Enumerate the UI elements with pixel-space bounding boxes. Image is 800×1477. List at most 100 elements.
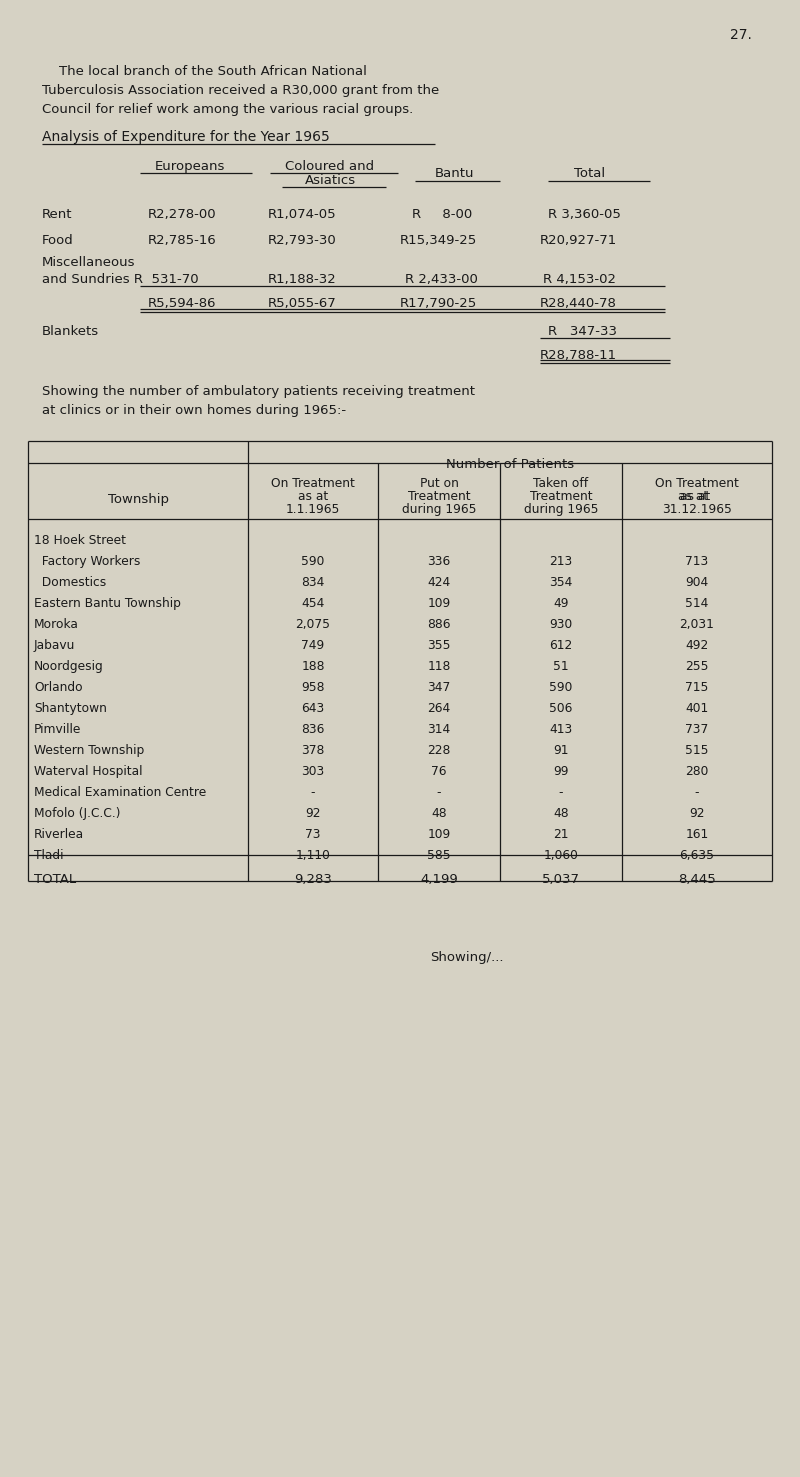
Text: 5,037: 5,037 <box>542 873 580 886</box>
Text: 354: 354 <box>550 576 573 589</box>
Text: Domestics: Domestics <box>34 576 106 589</box>
Text: Bantu: Bantu <box>435 167 474 180</box>
Text: 9,283: 9,283 <box>294 873 332 886</box>
Text: 355: 355 <box>427 640 450 651</box>
Text: 585: 585 <box>427 849 451 863</box>
Text: 49: 49 <box>554 597 569 610</box>
Text: On Treatment: On Treatment <box>271 477 355 490</box>
Text: 1,110: 1,110 <box>295 849 330 863</box>
Text: 280: 280 <box>686 765 709 778</box>
Text: R15,349-25: R15,349-25 <box>400 233 478 247</box>
Text: 454: 454 <box>302 597 325 610</box>
Text: 91: 91 <box>554 744 569 758</box>
Text: R17,790-25: R17,790-25 <box>400 297 478 310</box>
Text: 515: 515 <box>686 744 709 758</box>
Text: R2,793-30: R2,793-30 <box>268 233 337 247</box>
Text: 109: 109 <box>427 829 450 840</box>
Text: 737: 737 <box>686 724 709 736</box>
Text: 347: 347 <box>427 681 450 694</box>
Text: Moroka: Moroka <box>34 617 79 631</box>
Text: 6,635: 6,635 <box>679 849 714 863</box>
Text: Pimville: Pimville <box>34 724 82 736</box>
Text: R1,188-32: R1,188-32 <box>268 273 337 287</box>
Text: 76: 76 <box>431 765 446 778</box>
Text: Council for relief work among the various racial groups.: Council for relief work among the variou… <box>42 103 414 117</box>
Text: 958: 958 <box>302 681 325 694</box>
Text: 713: 713 <box>686 555 709 569</box>
Text: TOTAL: TOTAL <box>34 873 76 886</box>
Text: 21: 21 <box>554 829 569 840</box>
Text: Western Township: Western Township <box>34 744 144 758</box>
Text: 836: 836 <box>302 724 325 736</box>
Text: R2,278-00: R2,278-00 <box>148 208 217 222</box>
Text: On Treatment: On Treatment <box>655 477 739 490</box>
Text: Number of Patients: Number of Patients <box>446 458 574 471</box>
Text: 48: 48 <box>431 806 447 820</box>
Text: 612: 612 <box>550 640 573 651</box>
Text: R 4,153-02: R 4,153-02 <box>543 273 616 287</box>
Text: 1.1.1965: 1.1.1965 <box>286 504 340 515</box>
Text: 92: 92 <box>306 806 321 820</box>
Text: 2,075: 2,075 <box>295 617 330 631</box>
Text: 749: 749 <box>302 640 325 651</box>
Text: 27.: 27. <box>730 28 752 41</box>
Text: Europeans: Europeans <box>155 160 225 173</box>
Text: Miscellaneous: Miscellaneous <box>42 256 135 269</box>
Text: as at: as at <box>678 490 716 504</box>
Text: 886: 886 <box>427 617 450 631</box>
Text: 401: 401 <box>686 702 709 715</box>
Text: 424: 424 <box>427 576 450 589</box>
Text: R     8-00: R 8-00 <box>412 208 472 222</box>
Text: -: - <box>310 786 315 799</box>
Text: 92: 92 <box>690 806 705 820</box>
Text: Medical Examination Centre: Medical Examination Centre <box>34 786 206 799</box>
Text: 228: 228 <box>427 744 450 758</box>
Text: Riverlea: Riverlea <box>34 829 84 840</box>
Text: -: - <box>694 786 699 799</box>
Text: Put on: Put on <box>419 477 458 490</box>
Text: 303: 303 <box>302 765 325 778</box>
Text: Tladi: Tladi <box>34 849 63 863</box>
Text: Taken off: Taken off <box>534 477 589 490</box>
Text: R1,074-05: R1,074-05 <box>268 208 337 222</box>
Text: and Sundries R  531-70: and Sundries R 531-70 <box>42 273 198 287</box>
Text: Showing the number of ambulatory patients receiving treatment: Showing the number of ambulatory patient… <box>42 385 475 397</box>
Text: 51: 51 <box>553 660 569 674</box>
Text: Shantytown: Shantytown <box>34 702 107 715</box>
Text: 413: 413 <box>550 724 573 736</box>
Text: 99: 99 <box>554 765 569 778</box>
Text: 930: 930 <box>550 617 573 631</box>
Text: 48: 48 <box>553 806 569 820</box>
Text: during 1965: during 1965 <box>402 504 476 515</box>
Text: Food: Food <box>42 233 74 247</box>
Text: Eastern Bantu Township: Eastern Bantu Township <box>34 597 181 610</box>
Text: Orlando: Orlando <box>34 681 82 694</box>
Text: -: - <box>437 786 442 799</box>
Text: Analysis of Expenditure for the Year 1965: Analysis of Expenditure for the Year 196… <box>42 130 330 143</box>
Text: Mofolo (J.C.C.): Mofolo (J.C.C.) <box>34 806 121 820</box>
Text: 590: 590 <box>550 681 573 694</box>
Text: R 3,360-05: R 3,360-05 <box>548 208 621 222</box>
Text: Treatment: Treatment <box>530 490 592 504</box>
Text: 213: 213 <box>550 555 573 569</box>
Text: 4,199: 4,199 <box>420 873 458 886</box>
Text: 314: 314 <box>427 724 450 736</box>
Text: 492: 492 <box>686 640 709 651</box>
Text: 188: 188 <box>302 660 325 674</box>
Text: R 2,433-00: R 2,433-00 <box>405 273 478 287</box>
Text: 31.12.1965: 31.12.1965 <box>662 504 732 515</box>
Text: 514: 514 <box>686 597 709 610</box>
Text: as at: as at <box>680 490 714 504</box>
Text: Jabavu: Jabavu <box>34 640 75 651</box>
Text: R20,927-71: R20,927-71 <box>540 233 618 247</box>
Text: at clinics or in their own homes during 1965:-: at clinics or in their own homes during … <box>42 405 346 417</box>
Text: R28,440-78: R28,440-78 <box>540 297 617 310</box>
Text: Total: Total <box>574 167 606 180</box>
Text: as at: as at <box>298 490 328 504</box>
Text: 834: 834 <box>302 576 325 589</box>
Text: Tuberculosis Association received a R30,000 grant from the: Tuberculosis Association received a R30,… <box>42 84 439 97</box>
Text: Township: Township <box>107 493 169 507</box>
Text: Noordgesig: Noordgesig <box>34 660 104 674</box>
Text: R28,788-11: R28,788-11 <box>540 349 617 362</box>
Text: Factory Workers: Factory Workers <box>34 555 140 569</box>
